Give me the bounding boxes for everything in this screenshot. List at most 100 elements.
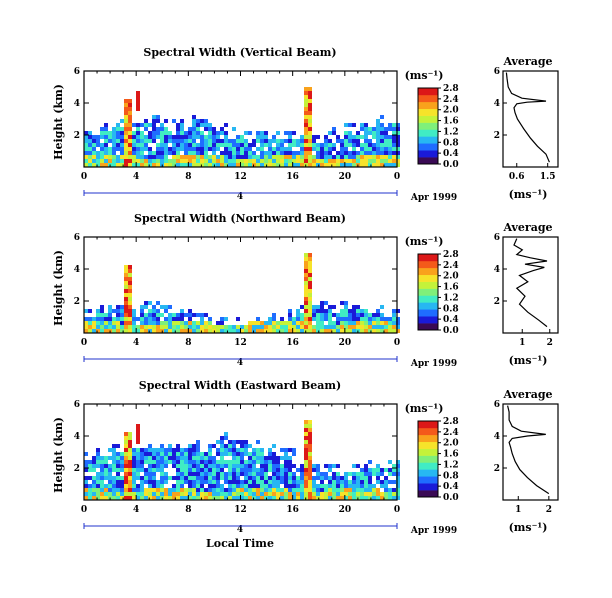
heatmap-cell [268,468,272,472]
heatmap-cell [304,265,308,269]
heatmap-cell [356,480,360,484]
heatmap-cell [128,151,132,155]
heatmap-cell [308,281,312,285]
heatmap-cell [148,159,152,163]
heatmap-cell [120,468,124,472]
heatmap-cell [188,163,192,167]
heatmap-cell [296,329,300,333]
heatmap-cell [384,496,388,500]
heatmap-cell [364,492,368,496]
heatmap-cell [376,119,380,123]
heatmap-cell [208,476,212,480]
heatmap-cell [180,468,184,472]
heatmap-cell [340,325,344,329]
heatmap-cell [308,468,312,472]
heatmap-cell [380,139,384,143]
heatmap-cell [112,452,116,456]
heatmap-cell [104,464,108,468]
heatmap-cell [268,456,272,460]
heatmap-cell [132,313,136,317]
heatmap-cell [328,143,332,147]
heatmap-cell [224,488,228,492]
heatmap-cell [176,131,180,135]
heatmap-cell [112,139,116,143]
heatmap-cell [124,317,128,321]
heatmap-cell [316,309,320,313]
heatmap-cell [100,321,104,325]
heatmap-cell [208,135,212,139]
heatmap-cell [376,135,380,139]
heatmap-cell [268,325,272,329]
x-tick-label: 16 [286,505,299,515]
colorbar-swatch [418,476,438,484]
heatmap-cell [396,139,400,143]
heatmap-cell [88,131,92,135]
heatmap-cell [304,119,308,123]
heatmap-cell [88,492,92,496]
heatmap-cell [388,143,392,147]
heatmap-cell [180,321,184,325]
heatmap-cell [308,464,312,468]
heatmap-cell [152,139,156,143]
heatmap-cell [140,484,144,488]
heatmap-cell [192,115,196,119]
heatmap-cell [172,321,176,325]
heatmap-cell [284,472,288,476]
heatmap-cell [392,143,396,147]
heatmap-cell [300,159,304,163]
heatmap-cell [276,456,280,460]
heatmap-cell [84,321,88,325]
heatmap-cell [132,131,136,135]
heatmap-cell [128,476,132,480]
heatmap-cell [340,317,344,321]
heatmap-cell [332,143,336,147]
heatmap-cell [144,460,148,464]
heatmap-cell [244,151,248,155]
heatmap-cell [352,147,356,151]
heatmap-cell [372,488,376,492]
heatmap-cell [152,159,156,163]
heatmap-cell [148,163,152,167]
heatmap-cell [200,452,204,456]
heatmap-cell [364,321,368,325]
heatmap-cell [308,313,312,317]
heatmap-cell [332,476,336,480]
heatmap-cell [304,159,308,163]
heatmap-cell [128,444,132,448]
heatmap-cell [244,492,248,496]
heatmap-cell [372,321,376,325]
heatmap-cell [348,155,352,159]
heatmap-cell [156,131,160,135]
heatmap-cell [108,492,112,496]
heatmap-cell [296,151,300,155]
heatmap-cell [188,139,192,143]
heatmap-cell [232,155,236,159]
heatmap-cell [124,488,128,492]
heatmap-cell [128,131,132,135]
heatmap-cell [276,139,280,143]
heatmap-cell [168,444,172,448]
heatmap-cell [284,492,288,496]
heatmap-cell [100,309,104,313]
heatmap-cell [284,468,288,472]
heatmap-cell [324,139,328,143]
heatmap-cell [212,468,216,472]
heatmap-cell [172,456,176,460]
heatmap-cell [208,492,212,496]
heatmap-cell [312,480,316,484]
heatmap-cell [188,484,192,488]
heatmap-cell [304,151,308,155]
heatmap-cell [128,452,132,456]
heatmap-cell [256,452,260,456]
heatmap-cell [316,143,320,147]
date-label: Apr 1999 [410,193,457,203]
heatmap-cell [256,456,260,460]
colorbar-swatch [418,267,438,276]
heatmap-cell [320,476,324,480]
heatmap-cell [236,135,240,139]
heatmap-cell [252,456,256,460]
heatmap-cell [332,329,336,333]
heatmap-cell [292,492,296,496]
heatmap-cell [108,139,112,143]
heatmap-cell [376,143,380,147]
